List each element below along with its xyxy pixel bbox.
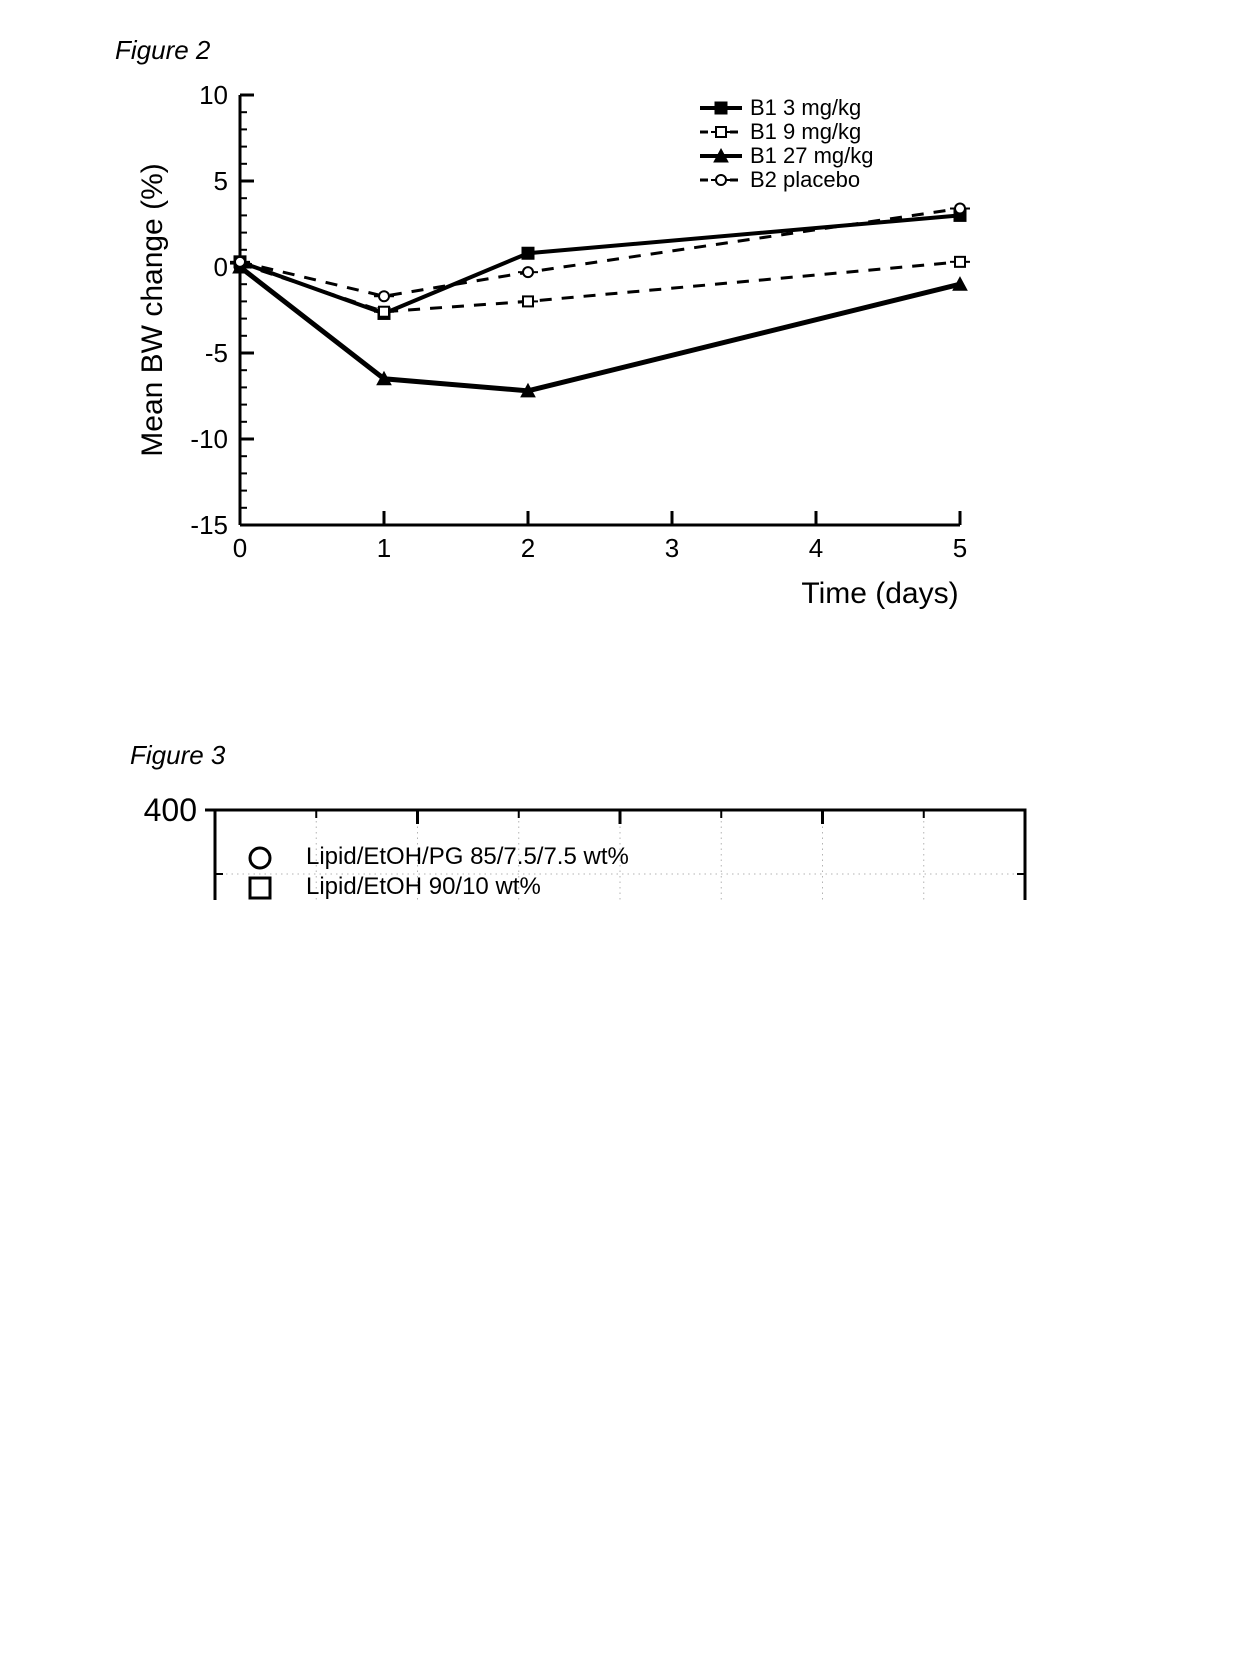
- svg-text:Lipid/EtOH 90/10 wt%: Lipid/EtOH 90/10 wt%: [306, 873, 541, 900]
- page: Figure 2 -15-10-50510012345Time (days)Me…: [0, 0, 1240, 1675]
- svg-text:400: 400: [144, 792, 197, 828]
- svg-text:Lipid/EtOH/PG 85/7.5/7.5 wt%: Lipid/EtOH/PG 85/7.5/7.5 wt%: [306, 843, 629, 870]
